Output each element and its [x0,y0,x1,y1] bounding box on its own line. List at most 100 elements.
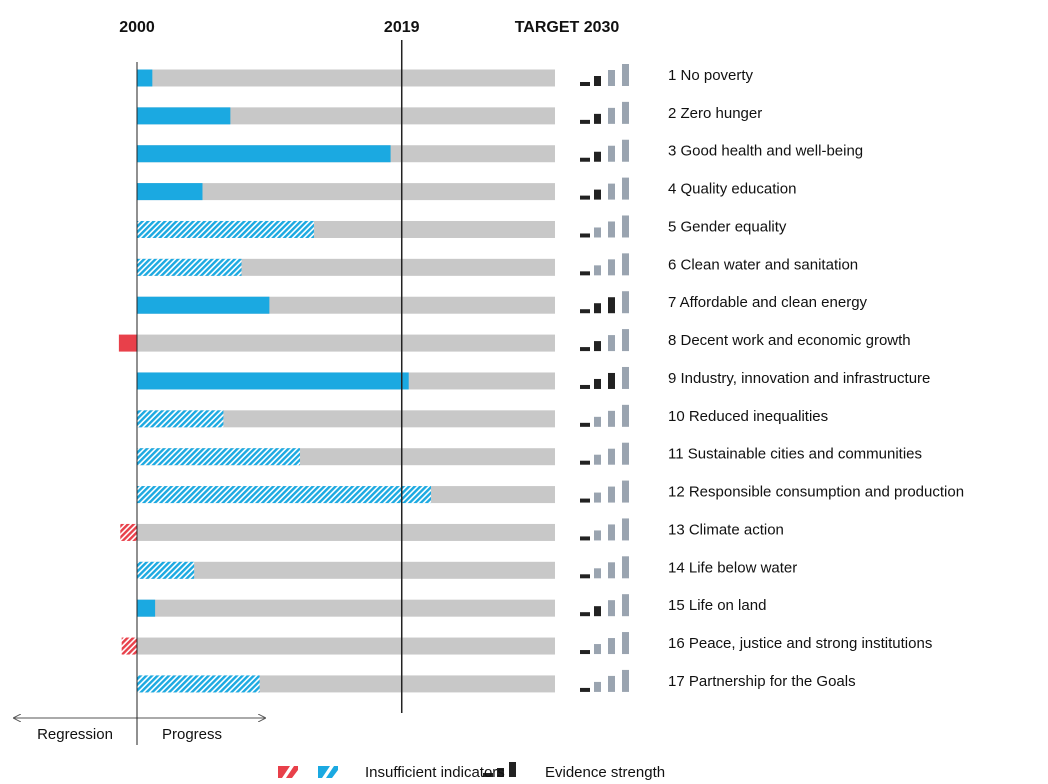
evidence-bar [580,271,590,276]
evidence-bar [608,297,615,314]
bar [137,69,153,87]
track [137,599,555,617]
evidence-bar [608,183,615,200]
category-label: 11 Sustainable cities and communities [668,446,922,463]
evidence-bar [580,422,590,427]
evidence-bar [622,139,629,162]
evidence-bar [594,416,601,427]
track [137,69,555,87]
x-tick-label: 2000 [119,19,155,36]
bar [137,675,260,693]
evidence-bar [580,157,590,162]
evidence-bar [622,177,629,200]
evidence-bar [594,113,601,124]
category-label: 7 Affordable and clean energy [668,294,868,311]
evidence-icon [580,594,629,617]
bar [137,561,195,579]
evidence-bar [580,384,590,389]
evidence-icon [580,556,629,579]
category-label: 10 Reduced inequalities [668,408,828,425]
evidence-bar [622,253,629,276]
bar [137,296,270,314]
evidence-bar [580,347,590,352]
track [137,637,555,655]
category-label: 3 Good health and well-being [668,143,863,160]
evidence-icon [580,64,629,86]
evidence-bar [608,221,615,238]
evidence-bar [608,145,615,162]
evidence-bar [622,404,629,427]
legend-insufficient: Insufficient indicators [365,764,505,781]
evidence-bar [580,195,590,200]
bar [137,599,156,617]
category-label: 6 Clean water and sanitation [668,256,858,273]
evidence-bar [622,291,629,314]
evidence-bar [594,568,601,579]
evidence-bar [594,492,601,503]
category-label: 17 Partnership for the Goals [668,673,856,690]
evidence-bar [594,606,601,617]
category-label: 12 Responsible consumption and productio… [668,484,964,501]
x-tick-label: TARGET 2030 [515,19,620,36]
evidence-icon [580,215,629,238]
evidence-bar [622,518,629,541]
evidence-bar [608,638,615,655]
evidence-icon [580,291,629,314]
category-label: 9 Industry, innovation and infrastructur… [668,370,930,387]
bar [137,145,391,163]
evidence-bar [580,650,590,655]
evidence-bar [580,233,590,238]
evidence-bar [594,644,601,655]
evidence-icon [580,329,629,352]
evidence-bar [622,669,629,692]
evidence-bar [608,107,615,124]
evidence-bar [608,486,615,503]
evidence-bar [622,556,629,579]
evidence-bar [608,259,615,276]
bar [120,523,137,541]
evidence-icon [580,404,629,427]
track [137,183,555,201]
evidence-bar [594,76,601,86]
evidence-bar [594,151,601,162]
evidence-icon [580,177,629,200]
category-label: 2 Zero hunger [668,105,762,122]
evidence-bar [608,372,615,389]
track [137,410,555,428]
evidence-bar [608,335,615,352]
category-label: 8 Decent work and economic growth [668,332,911,349]
bar [137,448,301,466]
evidence-icon [580,366,629,389]
evidence-bar [594,681,601,692]
evidence-bar [608,410,615,427]
evidence-bar [608,562,615,579]
evidence-icon [580,669,629,692]
evidence-bar [608,675,615,692]
evidence-icon [580,253,629,276]
evidence-bar [622,632,629,655]
evidence-bar [622,215,629,238]
evidence-bar [622,329,629,352]
bar [137,410,224,428]
evidence-bar [622,366,629,389]
category-label: 16 Peace, justice and strong institution… [668,635,932,652]
evidence-icon [580,480,629,503]
evidence-bar [580,309,590,314]
bar [137,220,314,238]
progress-label: Progress [162,726,222,743]
category-label: 13 Climate action [668,521,784,538]
evidence-bar [594,454,601,465]
evidence-bar [594,303,601,314]
evidence-bar [580,612,590,617]
category-label: 1 No poverty [668,67,754,84]
evidence-bar [594,265,601,276]
track [137,334,555,352]
evidence-bar [594,530,601,541]
track [137,523,555,541]
evidence-bar [608,600,615,617]
bar [137,107,231,125]
evidence-bar [608,524,615,541]
evidence-bar [622,480,629,503]
evidence-bar [622,442,629,465]
